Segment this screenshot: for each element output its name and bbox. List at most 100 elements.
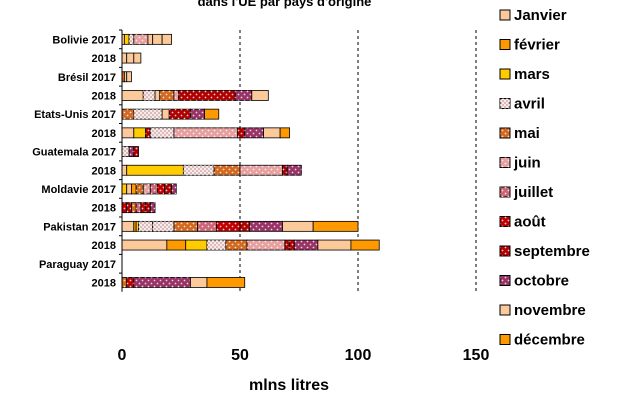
bar-segment-pattern	[190, 109, 205, 120]
bar-segment-pattern	[133, 146, 139, 157]
bar-segment-pattern	[143, 90, 156, 101]
category-label: 2018	[92, 128, 116, 140]
bar-segment-pattern	[206, 240, 226, 251]
bar-segment	[147, 33, 154, 45]
bar-segment	[154, 90, 161, 101]
bar-segment-pattern	[287, 165, 302, 176]
bar-segment	[279, 127, 290, 139]
category-label: Moldavie 2017	[41, 184, 116, 196]
bar-segment-pattern	[244, 127, 264, 138]
bar-segment-pattern	[126, 277, 134, 288]
bar-segment	[350, 239, 380, 251]
legend-label: octobre	[514, 273, 569, 290]
bar-segment	[126, 183, 132, 195]
legend-swatch-pattern	[500, 157, 510, 168]
legend-label: septembre	[514, 243, 590, 260]
bar-segment	[161, 108, 170, 120]
bar-segment-pattern	[133, 277, 191, 288]
bar-segment-pattern	[197, 221, 217, 232]
bar-segment-pattern	[214, 165, 240, 176]
bar-segment	[206, 277, 246, 288]
legend-swatch-pattern	[500, 128, 510, 138]
legend-swatch	[499, 68, 511, 80]
bar-segment-pattern	[178, 90, 236, 101]
x-tick-label: 150	[463, 347, 490, 364]
chart-title: dans l'UE par pays d'origine	[197, 0, 372, 9]
bar-segment	[133, 127, 147, 139]
legend-swatch	[499, 9, 511, 21]
bar-segment-pattern	[122, 202, 127, 213]
bar-segment-pattern	[122, 109, 134, 120]
bar-segment-pattern	[129, 34, 134, 45]
legend-swatch	[499, 39, 511, 50]
bar-segment-pattern	[240, 221, 250, 232]
legend-swatch	[499, 304, 511, 316]
bar-segment-pattern	[159, 90, 174, 101]
bar-segment-pattern	[173, 127, 238, 138]
category-label: Etats-Unis 2017	[34, 109, 116, 121]
bar-segment-pattern	[169, 109, 191, 120]
bar-segment-pattern	[126, 202, 132, 213]
legend-swatch-pattern	[500, 98, 510, 109]
bar-segment-pattern	[240, 165, 283, 176]
bar-segment	[121, 90, 144, 101]
bar-segment	[121, 127, 135, 139]
bar-segment-pattern	[171, 183, 177, 194]
bar-segment-pattern	[294, 240, 318, 251]
bar-segment-pattern	[122, 146, 130, 157]
bar-segment-pattern	[173, 221, 198, 232]
bar-segment	[282, 220, 314, 232]
legend-label: mars	[514, 66, 550, 83]
bar-segment-pattern	[133, 109, 163, 120]
x-tick-label: 100	[345, 347, 372, 364]
category-label: 2018	[92, 277, 116, 289]
bar-segment-pattern	[235, 90, 252, 101]
bar-segment	[121, 239, 168, 251]
bar-segment	[152, 33, 163, 45]
bar-segment-pattern	[129, 146, 134, 157]
legend-label: février	[514, 37, 560, 54]
legend-swatch-pattern	[500, 246, 510, 256]
x-axis-title: mlns litres	[249, 377, 329, 394]
bar-segment	[131, 183, 137, 195]
legend-swatch-pattern	[500, 275, 510, 286]
legend-label: mai	[514, 125, 540, 142]
bar-segment-pattern	[216, 221, 240, 232]
bar-segment	[121, 164, 128, 176]
bar-segment-pattern	[157, 183, 165, 194]
bar-segment-pattern	[122, 71, 125, 82]
bar-segment-pattern	[133, 34, 148, 45]
bar-segment-pattern	[150, 183, 158, 194]
bar-segment-pattern	[289, 240, 295, 251]
bar-segment-pattern	[145, 127, 151, 138]
bar-segment	[121, 183, 128, 195]
bar-segment-pattern	[143, 183, 151, 194]
bar-segment-pattern	[136, 183, 144, 194]
bar-segment-pattern	[225, 240, 248, 251]
bar-segment	[123, 33, 130, 45]
bar-segment-pattern	[237, 127, 245, 138]
category-label: Pakistan 2017	[43, 221, 116, 233]
bar-segment	[263, 127, 281, 139]
category-label: Bolivie 2017	[52, 34, 116, 46]
legend-swatch-pattern	[500, 216, 510, 227]
legend-label: Janvier	[514, 7, 567, 24]
bar-segment	[317, 239, 352, 251]
x-tick-label: 50	[231, 347, 249, 364]
legend-label: juillet	[513, 184, 553, 201]
legend-label: juin	[513, 155, 541, 172]
bar-segment	[126, 71, 132, 83]
bar-segment	[121, 52, 128, 64]
bar-segment-pattern	[150, 127, 174, 138]
bar-segment	[166, 239, 187, 251]
bar-segment-pattern	[249, 221, 283, 232]
bar-segment-pattern	[140, 202, 146, 213]
legend-swatch	[499, 334, 511, 345]
bar-segment-pattern	[164, 183, 172, 194]
legend-label: novembre	[514, 302, 586, 319]
bar-segment	[121, 220, 135, 232]
bar-segment-pattern	[183, 165, 215, 176]
category-label: 2018	[92, 240, 116, 252]
bar-segment-pattern	[284, 240, 290, 251]
